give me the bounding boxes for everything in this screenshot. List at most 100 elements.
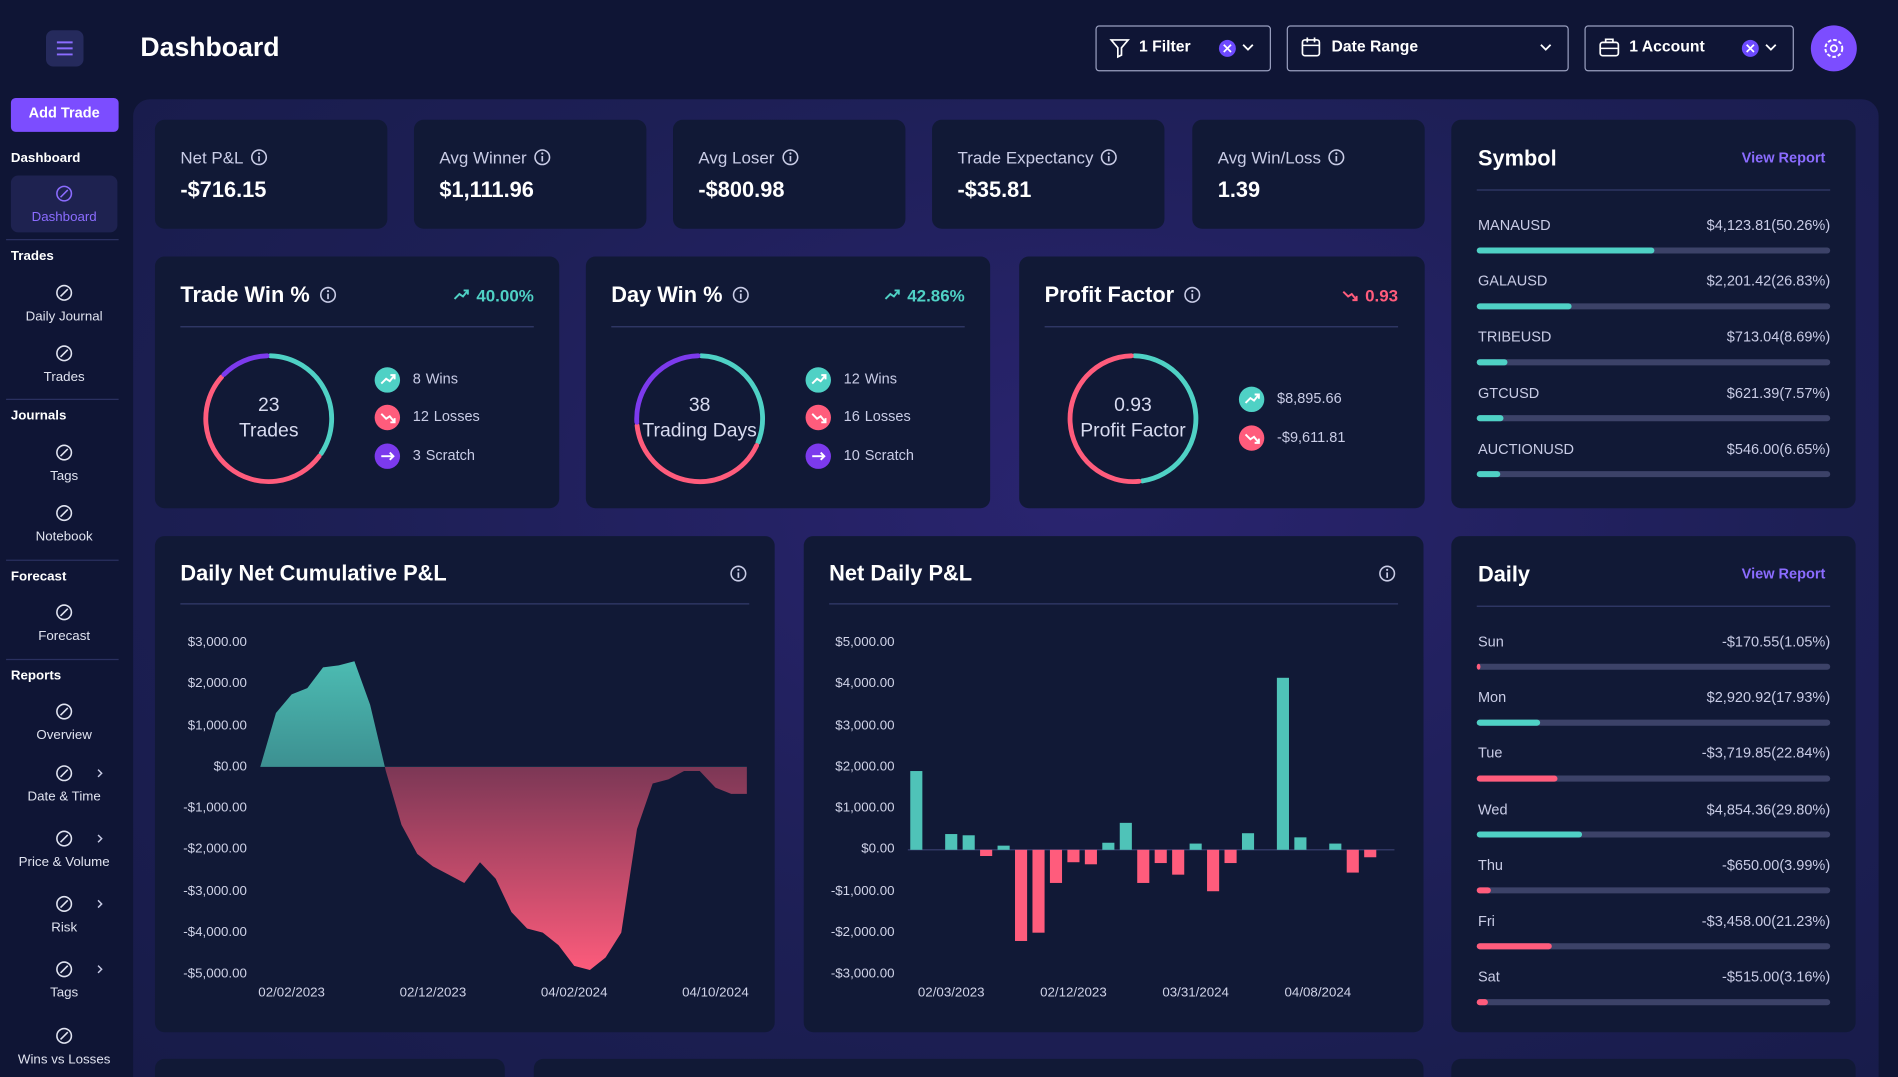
legend-label: Wins <box>425 370 458 388</box>
gauge-segment <box>698 353 765 445</box>
share-bar <box>1476 247 1655 254</box>
symbol-card <box>1451 119 1856 509</box>
settings-hub <box>1829 44 1838 53</box>
legend-count: 16 <box>843 407 860 425</box>
submenu-chevron <box>97 769 103 778</box>
sidebar-item[interactable]: Wins vs Losses <box>17 1052 111 1067</box>
sidebar-item[interactable]: Daily Journal <box>25 309 103 324</box>
sidebar-item[interactable]: Tags <box>50 469 79 484</box>
sidebar-icon-detail <box>59 769 69 778</box>
bar <box>997 845 1010 850</box>
sidebar-icon <box>56 185 73 202</box>
sidebar-item[interactable]: Forecast <box>38 628 91 644</box>
trend-change-text: 42.86% <box>907 285 965 305</box>
bar <box>1172 849 1185 875</box>
bar <box>1224 849 1237 864</box>
settings-button[interactable] <box>1810 25 1857 72</box>
bar <box>1189 843 1202 850</box>
row-value: -$3,719.85 (22.84%) <box>1702 745 1830 763</box>
menu-button[interactable] <box>45 30 84 67</box>
row-value: -$515.00 (3.16%) <box>1721 968 1830 987</box>
x-tick-label: 04/10/2024 <box>682 985 749 1001</box>
card-title-text: Day Win % <box>611 282 723 307</box>
row-share: (50.26%) <box>1771 216 1831 234</box>
add-trade-label[interactable]: Add Trade <box>28 104 100 122</box>
trend-icon <box>453 289 469 300</box>
legend-icon-glyph <box>381 451 395 461</box>
stat-label-text: Avg Loser <box>698 147 775 167</box>
sidebar-icon <box>56 961 73 978</box>
view-report-link[interactable]: View Report <box>1741 148 1826 166</box>
share-track <box>1476 999 1831 1006</box>
row-amount: -$650.00 <box>1721 856 1780 874</box>
sidebar-section: Reports <box>10 668 62 684</box>
row-share: (17.93%) <box>1771 688 1831 706</box>
sidebar-item[interactable]: Trades <box>43 369 85 385</box>
gauge-segment <box>634 353 701 425</box>
card-partial <box>533 1058 1424 1077</box>
share-track <box>1476 943 1831 950</box>
row-value: -$170.55 (1.05%) <box>1722 633 1830 651</box>
row-share: (8.69%) <box>1779 328 1831 346</box>
add-trade-button[interactable] <box>10 98 119 132</box>
sidebar-section: Dashboard <box>10 150 81 166</box>
date-range-button[interactable] <box>1286 25 1569 72</box>
legend-count: 12 <box>412 407 429 425</box>
y-tick-label: -$4,000.00 <box>183 925 247 940</box>
bar <box>1119 822 1132 850</box>
stat-value: -$800.98 <box>698 177 785 202</box>
share-bar <box>1476 943 1552 950</box>
filter-button[interactable] <box>1095 25 1271 72</box>
legend-icon-glyph <box>1244 433 1260 444</box>
share-bar <box>1476 471 1501 478</box>
sidebar-icon <box>56 895 73 912</box>
legend-label: Scratch <box>864 446 914 464</box>
stat-card <box>1192 119 1425 229</box>
stat-label-text: Net P&L <box>180 147 244 167</box>
bar <box>1049 849 1063 883</box>
active-item <box>10 175 118 233</box>
x-tick-label: 04/08/2024 <box>1284 985 1352 1001</box>
daily-card <box>1451 536 1856 1033</box>
legend-text: 10 Scratch <box>844 446 914 465</box>
account-button[interactable] <box>1584 25 1794 72</box>
sidebar-item[interactable]: Risk <box>51 920 78 936</box>
bar <box>1015 849 1028 941</box>
sidebar-icon <box>56 1027 73 1044</box>
sidebar-item[interactable]: Notebook <box>35 529 93 545</box>
row-share: (3.99%) <box>1779 856 1831 874</box>
card-partial <box>1451 1058 1856 1077</box>
row-value: -$650.00 (3.99%) <box>1721 856 1831 875</box>
sidebar-item[interactable]: Overview <box>36 728 92 743</box>
sidebar-icon-detail <box>59 834 69 843</box>
y-tick-label: $3,000.00 <box>835 717 895 733</box>
gauge-segment <box>634 423 760 485</box>
gauge-label: Trades <box>238 420 299 442</box>
share-bar <box>1476 719 1541 726</box>
legend-text: $8,895.66 <box>1277 390 1342 408</box>
row-value: -$3,458.00 (21.23%) <box>1702 913 1830 931</box>
row-amount: $546.00 <box>1726 440 1780 458</box>
bar <box>1329 843 1342 850</box>
bar <box>1067 849 1080 863</box>
share-bar <box>1476 775 1558 782</box>
row-name: Thu <box>1477 856 1504 874</box>
stat-label: Avg Win/Loss <box>1218 148 1346 167</box>
sidebar-item[interactable]: Tags <box>50 985 79 1001</box>
row-name: Mon <box>1477 688 1507 706</box>
y-tick-label: $2,000.00 <box>187 676 247 691</box>
stat-card <box>673 119 906 229</box>
sidebar-item[interactable]: Dashboard <box>31 210 97 225</box>
sidebar-item[interactable]: Price & Volume <box>18 855 110 870</box>
sidebar-item[interactable]: Date & Time <box>27 789 101 805</box>
chart-title: Net Daily P&L <box>829 561 973 586</box>
gauge-segment <box>203 374 322 485</box>
view-report-link[interactable]: View Report <box>1741 565 1826 583</box>
trend-change: 0.93 <box>1337 283 1398 307</box>
row-amount: -$515.00 <box>1721 968 1780 986</box>
y-tick-label: $5,000.00 <box>835 634 895 650</box>
card-title: Daily <box>1477 562 1531 587</box>
bar <box>1084 849 1097 865</box>
sidebar-icon-detail <box>59 707 69 716</box>
